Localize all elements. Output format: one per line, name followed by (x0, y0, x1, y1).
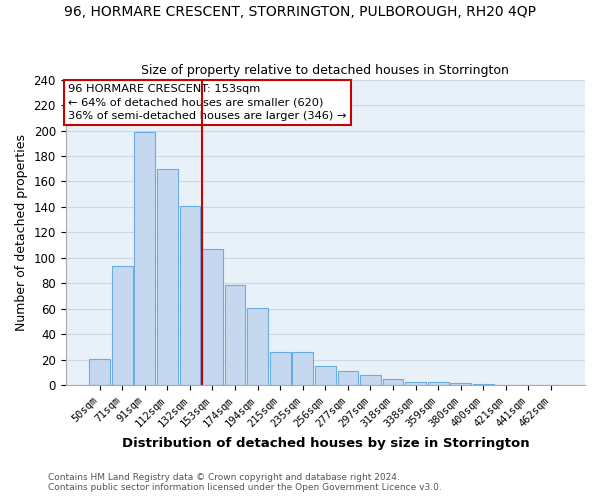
Title: Size of property relative to detached houses in Storrington: Size of property relative to detached ho… (142, 64, 509, 77)
Bar (270, 352, 290, 386)
Text: 96, HORMARE CRESCENT, STORRINGTON, PULBOROUGH, RH20 4QP: 96, HORMARE CRESCENT, STORRINGTON, PULBO… (64, 5, 536, 19)
Bar (428, 382, 449, 386)
Bar (134, 132, 155, 386)
Bar (112, 266, 133, 386)
Bar (179, 206, 200, 386)
Bar (224, 284, 245, 386)
Y-axis label: Number of detached properties: Number of detached properties (15, 134, 28, 331)
Bar (473, 384, 494, 386)
Bar (405, 382, 426, 386)
X-axis label: Distribution of detached houses by size in Storrington: Distribution of detached houses by size … (122, 437, 529, 450)
Bar (157, 168, 178, 386)
Bar (360, 375, 381, 386)
Bar (89, 358, 110, 386)
Bar (292, 352, 313, 386)
Bar (451, 383, 471, 386)
Bar (315, 366, 336, 386)
Bar (383, 379, 403, 386)
Bar (338, 372, 358, 386)
Text: 96 HORMARE CRESCENT: 153sqm
← 64% of detached houses are smaller (620)
36% of se: 96 HORMARE CRESCENT: 153sqm ← 64% of det… (68, 84, 347, 120)
Text: Contains HM Land Registry data © Crown copyright and database right 2024.
Contai: Contains HM Land Registry data © Crown c… (48, 473, 442, 492)
Bar (202, 249, 223, 386)
Bar (247, 308, 268, 386)
